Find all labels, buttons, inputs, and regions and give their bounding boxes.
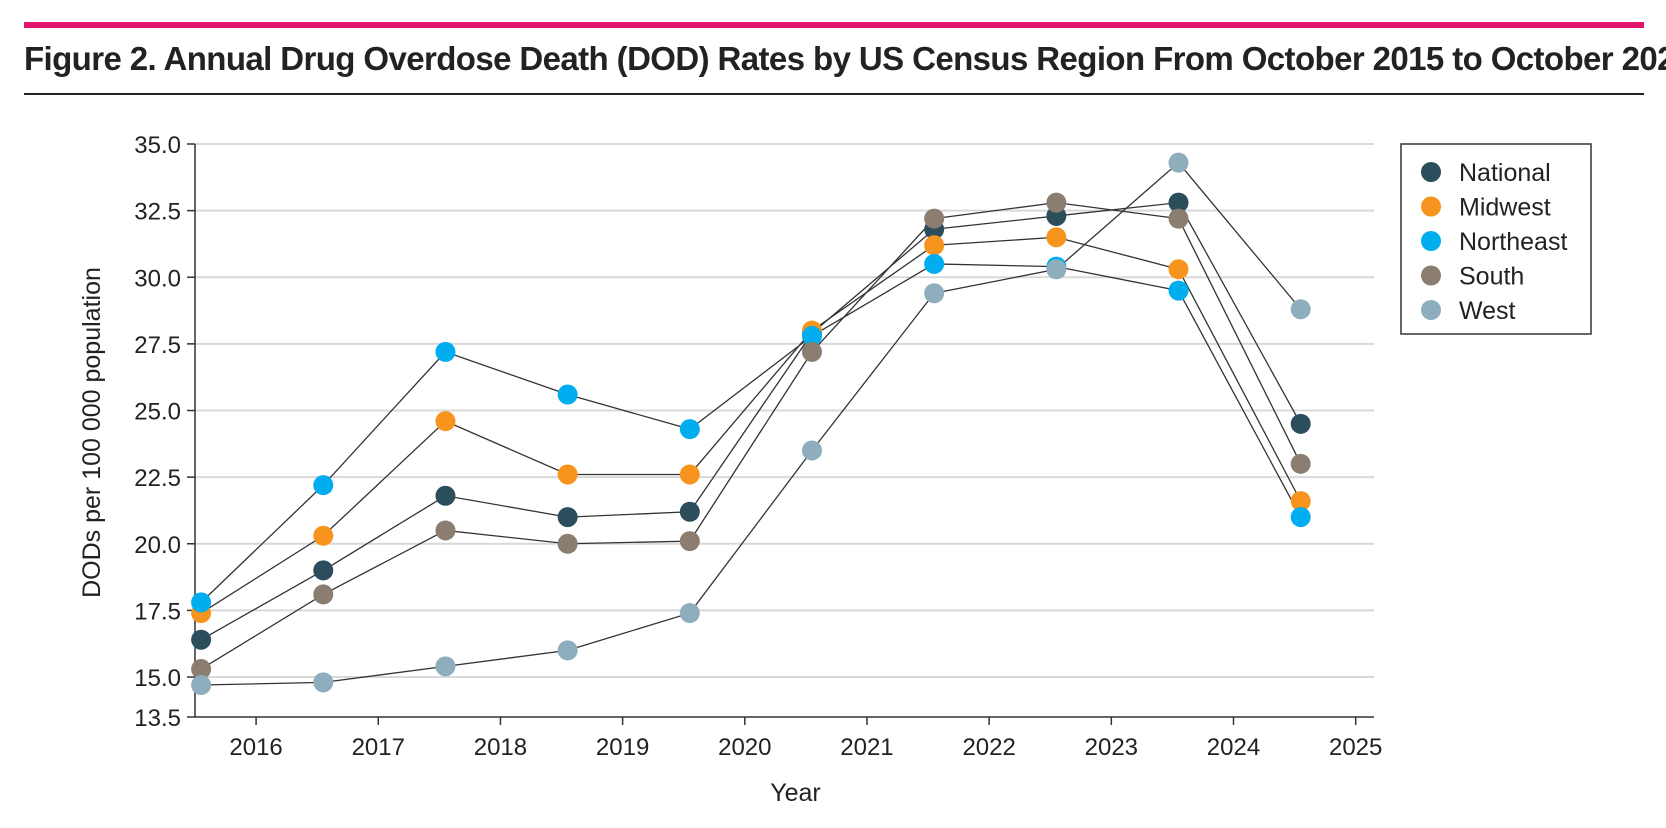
data-point-west xyxy=(1290,299,1311,320)
y-tick-label: 32.5 xyxy=(134,199,181,226)
data-point-west xyxy=(1046,259,1067,280)
data-point-west xyxy=(313,672,334,693)
data-point-northeast xyxy=(435,341,456,362)
y-tick-label: 22.5 xyxy=(134,465,181,492)
title-rule xyxy=(24,93,1644,95)
data-point-west xyxy=(191,675,212,696)
legend: National Midwest Northeast South West xyxy=(1400,143,1592,335)
x-tick-label: 2024 xyxy=(1207,734,1260,761)
data-point-national xyxy=(191,629,212,650)
data-point-south xyxy=(801,341,822,362)
y-tick-label: 27.5 xyxy=(134,332,181,359)
y-tick-label: 17.5 xyxy=(134,598,181,625)
x-tick-label: 2017 xyxy=(352,734,405,761)
y-tick-label: 25.0 xyxy=(134,399,181,426)
series-points xyxy=(191,152,1311,696)
x-tick-label: 2022 xyxy=(962,734,1015,761)
data-point-south xyxy=(435,520,456,541)
data-point-south xyxy=(1046,192,1067,213)
data-point-west xyxy=(557,640,578,661)
legend-swatch-west xyxy=(1421,300,1441,320)
x-tick-label: 2023 xyxy=(1085,734,1138,761)
data-point-northeast xyxy=(1290,507,1311,528)
series-line-south xyxy=(200,201,1302,670)
legend-label: West xyxy=(1459,297,1516,325)
data-point-national xyxy=(679,501,700,522)
data-point-national xyxy=(435,485,456,506)
data-point-midwest xyxy=(1168,259,1189,280)
legend-swatch-midwest xyxy=(1421,196,1441,217)
accent-rule xyxy=(24,22,1644,28)
data-point-south xyxy=(679,531,700,552)
data-point-northeast xyxy=(557,384,578,405)
data-point-national xyxy=(1290,413,1311,434)
y-tick-label: 35.0 xyxy=(134,132,181,159)
data-point-south xyxy=(924,208,945,229)
x-axis-label: Year xyxy=(770,779,821,807)
data-point-midwest xyxy=(1046,227,1067,248)
y-tick-label: 15.0 xyxy=(134,665,181,692)
x-tick-label: 2019 xyxy=(596,734,649,761)
y-tick-label: 20.0 xyxy=(134,532,181,559)
y-tick-labels: 13.5 15.0 17.5 20.0 22.5 25.0 27.5 30.0 32.5 35.0 xyxy=(134,132,181,732)
data-point-midwest xyxy=(924,235,945,256)
data-point-northeast xyxy=(313,475,334,496)
data-point-national xyxy=(557,507,578,528)
series-line-midwest xyxy=(200,236,1302,614)
x-tick-label: 2021 xyxy=(840,734,893,761)
series-line-national xyxy=(200,201,1302,641)
legend-label: Midwest xyxy=(1459,194,1551,222)
data-point-west xyxy=(1168,152,1189,173)
data-point-midwest xyxy=(313,525,334,546)
x-tick-labels: 2016 2017 2018 2019 2020 2021 2022 2023 2024 2025 xyxy=(229,734,1382,761)
data-point-south xyxy=(313,584,334,605)
x-tick-label: 2016 xyxy=(229,734,282,761)
legend-swatch-northeast xyxy=(1421,231,1441,251)
data-point-national xyxy=(1168,192,1189,213)
data-point-south xyxy=(191,659,212,680)
series-lines xyxy=(200,161,1302,686)
series-line-northeast xyxy=(200,263,1302,603)
x-tick-label: 2025 xyxy=(1329,734,1382,761)
data-point-northeast xyxy=(1168,280,1189,301)
y-tick-label: 13.5 xyxy=(134,705,181,732)
data-point-national xyxy=(313,560,334,581)
x-tick-label: 2018 xyxy=(474,734,527,761)
legend-swatch-national xyxy=(1421,162,1441,182)
data-point-northeast xyxy=(679,419,700,440)
data-point-west xyxy=(801,440,822,461)
data-point-northeast xyxy=(924,253,945,274)
data-point-south xyxy=(1168,208,1189,229)
figure-title: Figure 2. Annual Drug Overdose Death (DO… xyxy=(24,40,1666,77)
data-point-northeast xyxy=(801,325,822,346)
legend-label: Northeast xyxy=(1459,228,1567,256)
data-point-midwest xyxy=(1290,491,1311,512)
legend-swatch-south xyxy=(1421,265,1441,286)
gridlines xyxy=(195,143,1374,679)
legend-label: South xyxy=(1459,263,1524,291)
legend-label: National xyxy=(1459,159,1551,187)
data-point-midwest xyxy=(679,464,700,485)
y-axis-label: DODs per 100 000 population xyxy=(78,267,106,598)
series-line-west xyxy=(201,161,1302,686)
x-tick-label: 2020 xyxy=(718,734,771,761)
y-tick-label: 30.0 xyxy=(134,265,181,292)
data-point-west xyxy=(924,283,945,304)
data-point-midwest xyxy=(435,411,456,432)
data-point-west xyxy=(435,656,456,677)
data-point-south xyxy=(1290,453,1311,474)
data-point-midwest xyxy=(557,464,578,485)
data-point-west xyxy=(679,603,700,624)
data-point-northeast xyxy=(191,592,212,613)
axes xyxy=(187,143,1374,725)
data-point-south xyxy=(557,533,578,554)
